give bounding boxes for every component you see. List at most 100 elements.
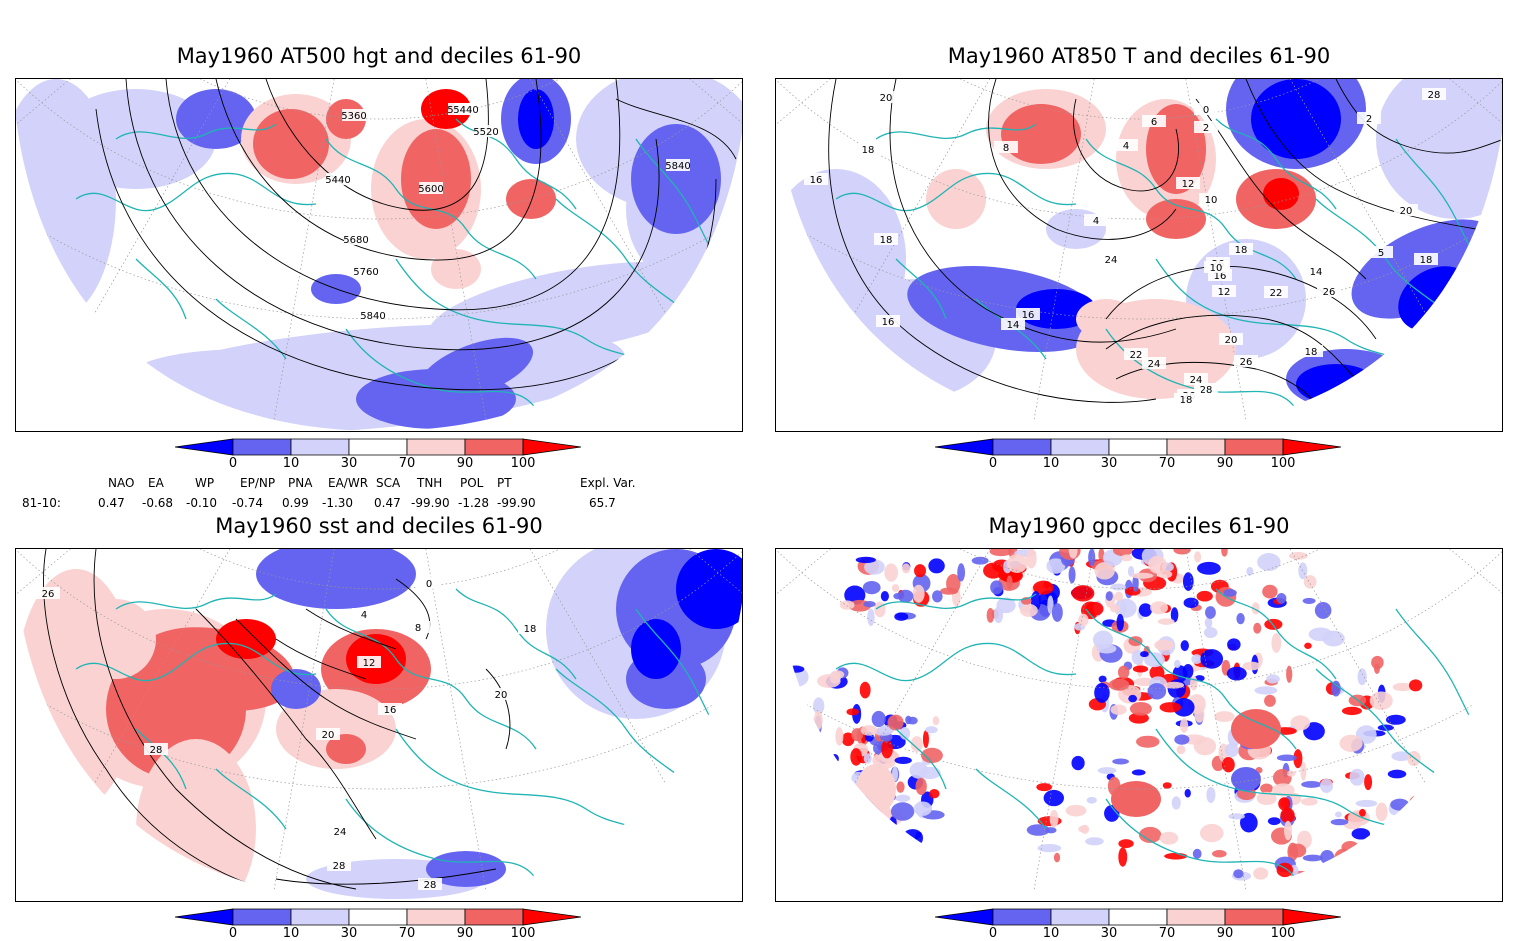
contour-label: 22 <box>1130 350 1143 361</box>
colorbar-segment <box>464 438 524 456</box>
contour-label: 16 <box>1022 310 1035 321</box>
decile-shading <box>1159 831 1179 845</box>
contour-label: 2 <box>1366 114 1372 125</box>
coastline <box>325 608 537 750</box>
coastline <box>345 328 537 410</box>
contour-line <box>235 618 417 740</box>
decile-shading <box>1191 654 1202 665</box>
decile-shading <box>1136 735 1160 748</box>
decile-shading <box>1114 591 1124 602</box>
index-value: 0.99 <box>282 496 309 510</box>
decile-shading <box>1240 812 1258 833</box>
decile-shading <box>830 754 839 764</box>
index-row-label: 81-10: <box>22 496 61 510</box>
decile-shading <box>1131 769 1146 776</box>
colorbar-label: 70 <box>1158 926 1176 941</box>
decile-shading <box>1184 788 1191 798</box>
decile-shading <box>1128 694 1138 703</box>
colorbar-segment <box>1108 438 1168 456</box>
decile-shading <box>1086 796 1097 804</box>
decile-shading <box>783 775 801 795</box>
decile-shading <box>794 750 806 757</box>
decile-shading <box>1385 714 1406 725</box>
colorbar-label: 100 <box>510 926 536 941</box>
decile-shading <box>1263 178 1299 210</box>
colorbar-label: 90 <box>456 926 474 941</box>
teleconnection-index-table: NAO EA WP EP/NP PNA EA/WR SCA TNH POL PT Expl. Var… <box>20 476 720 516</box>
decile-shading <box>1369 691 1393 710</box>
coastline <box>835 172 1077 212</box>
decile-shading <box>779 791 803 801</box>
decile-shading <box>856 764 896 814</box>
contour-line <box>615 98 737 160</box>
contour-line <box>1073 98 1179 192</box>
contour-label: 12 <box>1182 179 1195 190</box>
graticule-line <box>776 549 1502 690</box>
decile-shading <box>1276 754 1297 762</box>
decile-shading <box>1131 572 1154 579</box>
decile-shading <box>1176 745 1186 755</box>
decile-shading <box>1025 549 1037 569</box>
decile-shading <box>1094 562 1115 580</box>
index-value: 65.7 <box>589 496 616 510</box>
colorbar-segment <box>1166 438 1226 456</box>
decile-shading <box>1300 761 1307 781</box>
contour-label: 24 <box>1148 359 1161 370</box>
contour-label: 14 <box>1007 320 1020 331</box>
contour-label: 24 <box>1105 255 1118 266</box>
decile-shading <box>896 781 905 793</box>
coastline <box>875 593 1037 610</box>
map-canvas: 26 28 0 4 8 12 16 20 24 28 28 18 20 <box>16 549 742 901</box>
coastline <box>115 593 277 610</box>
index-value: 0.47 <box>374 496 401 510</box>
decile-shading <box>1231 709 1281 749</box>
contour-label: 5680 <box>343 235 368 246</box>
decile-shading <box>1271 783 1295 797</box>
decile-shading <box>1276 593 1287 604</box>
decile-shading <box>813 697 825 715</box>
colorbar-segment <box>522 908 582 926</box>
decile-shading <box>1444 825 1456 844</box>
colorbar-segment <box>232 438 292 456</box>
decile-shading <box>1262 584 1278 599</box>
decile-shading <box>1007 553 1028 573</box>
decile-shading <box>850 748 862 766</box>
decile-shading <box>676 549 742 629</box>
decile-shading <box>839 600 855 610</box>
graticule-line <box>776 79 1502 220</box>
colorbar-segment <box>1282 908 1342 926</box>
decile-shading <box>1246 566 1254 576</box>
contour-label: 2 <box>1203 123 1209 134</box>
decile-shading <box>1096 644 1117 654</box>
decile-shading <box>783 728 794 740</box>
decile-shading <box>518 89 554 149</box>
decile-shading <box>631 619 681 679</box>
contour-label: 12 <box>363 658 376 669</box>
contour-line <box>305 608 397 650</box>
decile-shading <box>1334 811 1342 818</box>
decile-shading <box>776 780 791 795</box>
decile-shading <box>884 563 899 582</box>
contour-line <box>1105 266 1377 340</box>
contour-label: 16 <box>882 317 895 328</box>
decile-shading <box>971 556 989 565</box>
decile-shading <box>926 169 986 229</box>
contour-line <box>1335 79 1502 154</box>
colorbar-label: 90 <box>1216 456 1234 471</box>
colorbar-labels: 0 10 30 70 90 100 <box>175 926 585 941</box>
decile-shading <box>1006 575 1013 590</box>
decile-shading <box>925 726 938 734</box>
index-header: POL <box>460 476 484 490</box>
decile-shading <box>863 600 876 608</box>
decile-shading <box>1304 642 1312 649</box>
graticule-line <box>16 79 742 220</box>
decile-shading <box>841 732 855 747</box>
contour-label: 6 <box>1151 117 1157 128</box>
colorbar-segment <box>1224 438 1284 456</box>
decile-shading <box>1085 601 1104 616</box>
contour-label: 28 <box>1428 90 1441 101</box>
contour-line <box>165 79 621 311</box>
map-canvas <box>776 549 1502 901</box>
contour-label: 5440 <box>453 105 478 116</box>
contour-line <box>275 638 367 680</box>
